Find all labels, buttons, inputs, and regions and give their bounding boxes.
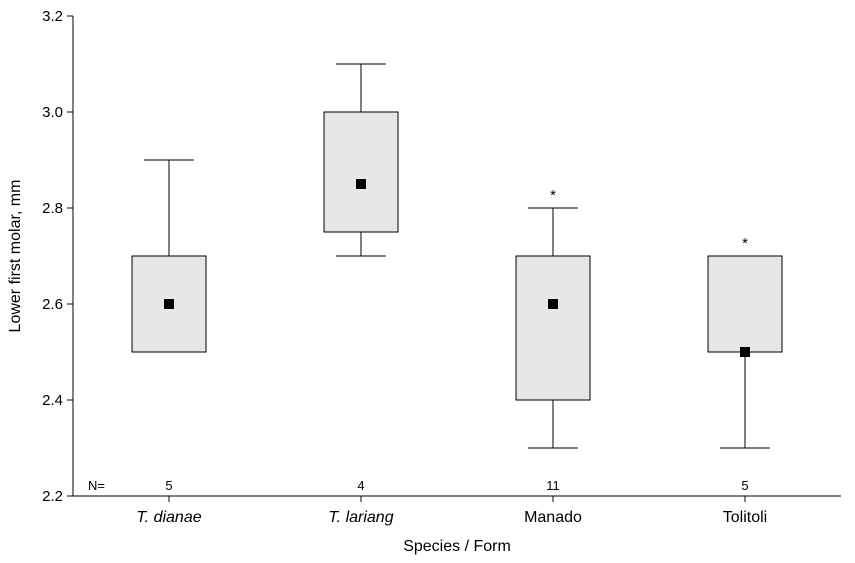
- median-marker: [740, 347, 750, 357]
- x-category-label: Tolitoli: [723, 509, 767, 526]
- n-prefix-label: N=: [88, 478, 105, 493]
- y-axis-title: Lower first molar, mm: [7, 180, 24, 333]
- n-value: 5: [165, 478, 172, 493]
- y-tick-label: 2.6: [42, 296, 63, 313]
- axes: 2.2 2.4 2.6 2.8 3.0 3.2: [42, 8, 841, 505]
- y-tick-label: 2.4: [42, 392, 63, 409]
- box-group: *: [515, 187, 591, 449]
- median-marker: [164, 299, 174, 309]
- x-axis-title: Species / Form: [403, 538, 511, 555]
- y-tick-label: 2.2: [42, 488, 63, 505]
- n-value: 5: [741, 478, 748, 493]
- labels-layer: 5 T. dianae 4 T. lariang 11 Manado 5 Tolitoli N=: [88, 478, 767, 526]
- outlier-marker: *: [550, 187, 556, 204]
- outlier-marker: *: [742, 235, 748, 252]
- median-marker: [548, 299, 558, 309]
- box: [707, 255, 783, 353]
- box: [323, 111, 399, 233]
- box-group: [323, 63, 399, 257]
- x-category-label: Manado: [524, 509, 582, 526]
- n-value: 4: [357, 478, 364, 493]
- y-tick-label: 3.2: [42, 8, 63, 25]
- box-group: *: [707, 235, 783, 449]
- box: [515, 255, 591, 401]
- x-category-label: T. lariang: [328, 509, 393, 526]
- box-group: [131, 159, 207, 353]
- median-marker: [356, 179, 366, 189]
- boxes-layer: **: [131, 63, 783, 449]
- x-category-label: T. dianae: [136, 509, 201, 526]
- n-value: 11: [546, 478, 560, 493]
- y-tick-label: 3.0: [42, 104, 63, 121]
- y-tick-label: 2.8: [42, 200, 63, 217]
